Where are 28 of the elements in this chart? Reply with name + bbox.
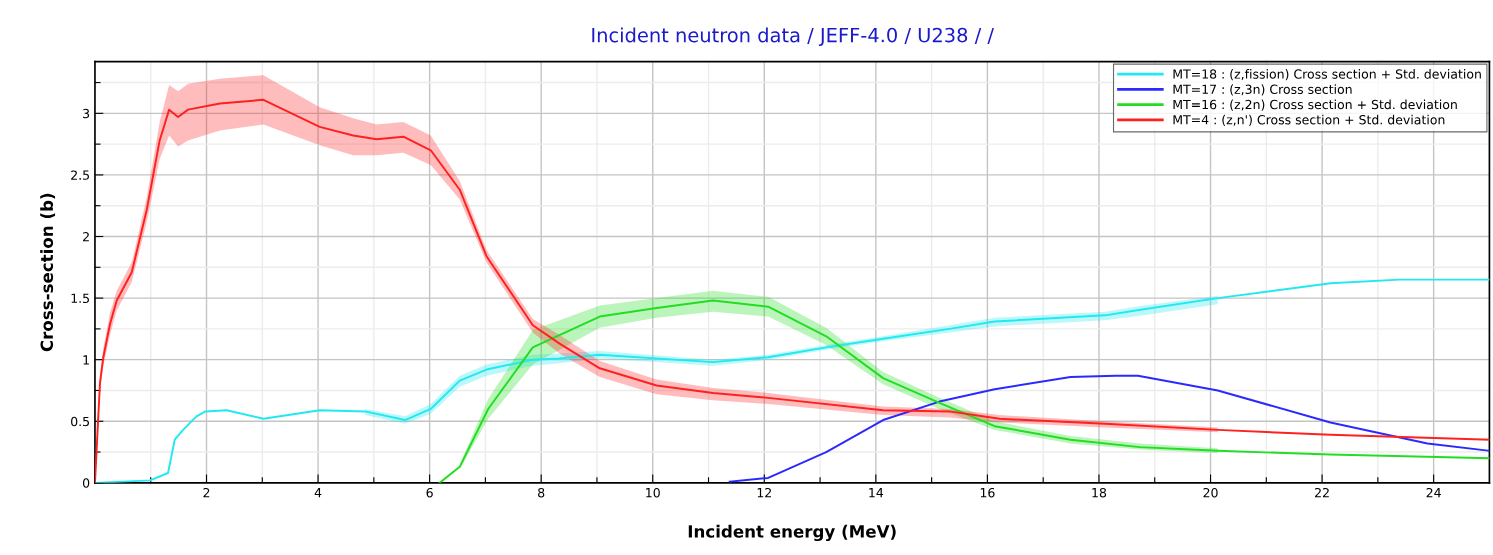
x-axis-title: Incident energy (MeV): [688, 524, 896, 542]
x-tick-label: 6: [426, 487, 433, 498]
x-tick-label: 18: [1092, 487, 1107, 498]
x-tick-label: 14: [869, 488, 884, 498]
legend-label: MT=17 : (z,3n) Cross section: [1173, 84, 1352, 96]
legend-label: MT=18 : (z,fission) Cross section + Std. deviation: [1173, 69, 1481, 81]
y-tick-label: 2.5: [71, 170, 89, 180]
x-tick-label: 4: [314, 488, 322, 498]
y-tick-label: 0.5: [71, 416, 89, 427]
x-tick-label: 8: [538, 487, 545, 498]
x-tick-label: 24: [1426, 487, 1441, 498]
y-tick-label: 0: [82, 478, 90, 488]
y-tick-label: 2: [83, 231, 89, 242]
x-tick-label: 20: [1203, 487, 1218, 498]
y-tick-label: 1: [83, 355, 89, 365]
line-series: [438, 299, 1490, 483]
line-series: [728, 374, 1490, 483]
y-axis-title: Cross-section (b): [40, 193, 56, 352]
y-tick-label: 1.5: [71, 293, 89, 304]
x-tick-label: 12: [757, 487, 771, 498]
legend-label: MT=16 : (z,2n) Cross section + Std. deviation: [1173, 99, 1457, 111]
x-tick-label: 22: [1315, 487, 1329, 498]
chart-title: Incident neutron data / JEFF-4.0 / U238 / /: [592, 27, 994, 47]
x-tick-label: 10: [646, 487, 660, 498]
x-tick-label: 16: [980, 487, 995, 498]
y-tick-label: 3: [83, 108, 90, 119]
legend-label: MT=4 : (z,n') Cross section + Std. deviation: [1173, 114, 1445, 126]
x-tick-label: 2: [203, 487, 210, 498]
